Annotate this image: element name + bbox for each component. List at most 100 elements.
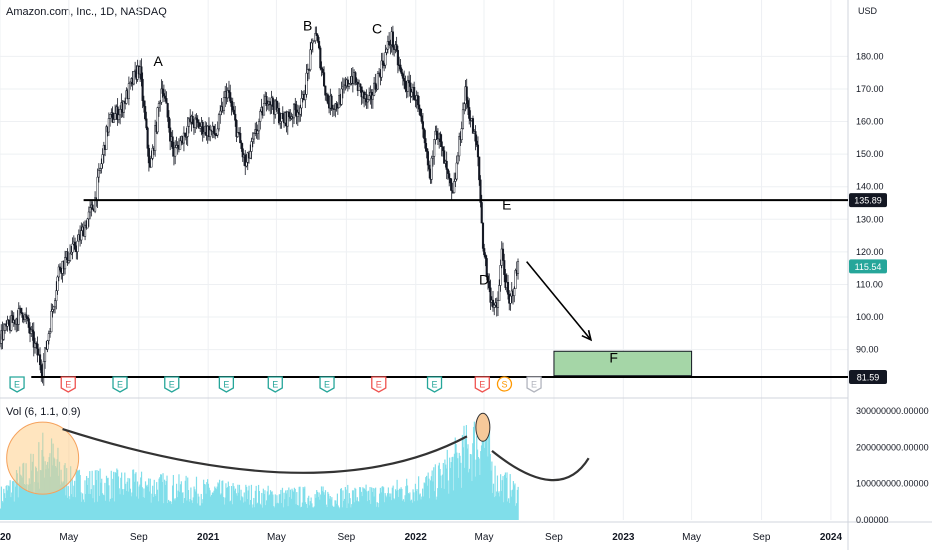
candle-body (156, 107, 159, 133)
candle-body (33, 343, 37, 348)
volume-bar (409, 492, 411, 520)
volume-bar (195, 476, 198, 520)
volume-bar (424, 483, 426, 520)
volume-bar (279, 494, 281, 520)
volume-bar (280, 489, 282, 520)
volume-bar (421, 496, 423, 520)
candle-body (162, 93, 165, 97)
volume-bar (425, 475, 428, 520)
volume-bar (444, 459, 446, 520)
volume-bar (78, 469, 81, 520)
candle-body (410, 91, 413, 97)
volume-bar (495, 496, 497, 520)
earnings-marker[interactable]: E (164, 376, 180, 393)
candle-body (335, 103, 338, 109)
volume-bar (132, 469, 134, 520)
volume-bar (398, 488, 401, 520)
volume-bar (142, 497, 144, 520)
wave-label-d: D (479, 271, 489, 287)
volume-bar (121, 472, 123, 520)
earnings-marker[interactable]: E (474, 376, 490, 393)
volume-bar (89, 494, 92, 520)
volume-bar (98, 495, 100, 520)
candle-body (409, 82, 412, 97)
candle-body (76, 240, 79, 252)
volume-bar (388, 493, 390, 520)
volume-bar (170, 501, 172, 520)
earnings-marker[interactable]: E (319, 376, 335, 393)
volume-bar (43, 477, 45, 520)
volume-bar (36, 471, 38, 520)
volume-bar (14, 479, 16, 520)
volume-bar (362, 487, 364, 520)
candle-body (455, 162, 458, 180)
volume-bar (281, 487, 284, 520)
volume-bar (401, 488, 403, 520)
volume-bar (299, 486, 301, 520)
candle-body (486, 275, 490, 282)
volume-bar (390, 493, 392, 520)
earnings-marker[interactable]: E (371, 376, 387, 393)
candle-body (275, 100, 278, 111)
price-tick-label: 120.00 (856, 247, 884, 257)
volume-bar (264, 490, 266, 520)
candle-body (516, 261, 520, 274)
candle-body (215, 134, 218, 137)
earnings-marker[interactable]: E (112, 376, 128, 393)
candle-body (71, 243, 74, 253)
volume-bar (232, 483, 234, 520)
price-tick-label: 90.00 (856, 345, 879, 355)
earnings-marker[interactable]: E (60, 376, 76, 393)
volume-bar (107, 477, 109, 520)
volume-bar (304, 502, 307, 520)
earnings-marker[interactable]: E (9, 376, 25, 393)
earnings-marker[interactable]: E (218, 376, 235, 393)
wave-label-c: C (372, 21, 382, 37)
candle-body (341, 86, 344, 90)
earnings-marker[interactable]: E (526, 376, 542, 393)
volume-bar (414, 501, 416, 520)
candle-body (423, 128, 426, 139)
volume-bar (214, 486, 216, 520)
volume-bar (369, 487, 371, 520)
volume-bar (137, 498, 139, 520)
volume-bar (163, 503, 165, 520)
volume-bar (206, 482, 208, 520)
volume-bar (394, 489, 397, 520)
dividend-marker[interactable]: S (496, 376, 513, 392)
candle-body (36, 343, 39, 356)
volume-bar (81, 501, 83, 520)
volume-bar (462, 447, 464, 520)
volume-bar (222, 480, 224, 520)
volume-bar (286, 490, 288, 520)
volume-bar (72, 496, 74, 520)
volume-bar (332, 506, 335, 520)
volume-bar (453, 453, 456, 520)
candle-body (374, 82, 377, 90)
volume-bar (310, 497, 312, 520)
volume-bar (394, 499, 396, 520)
earnings-marker[interactable]: E (426, 376, 443, 393)
volume-bar (408, 494, 410, 520)
candle-body (428, 164, 431, 170)
volume-bar (410, 500, 412, 520)
volume-bar (3, 493, 6, 520)
candle-body (430, 157, 433, 180)
volume-bar (0, 508, 2, 520)
volume-bar (300, 506, 303, 520)
event-marker-label: E (65, 380, 71, 390)
time-tick-label: Sep (753, 532, 771, 543)
candle-body (448, 173, 451, 179)
volume-bar (433, 491, 436, 520)
volume-bar (218, 483, 220, 520)
volume-bar (489, 453, 491, 520)
wave-label-f: F (609, 350, 618, 366)
volume-bar (253, 497, 255, 520)
volume-bar (151, 493, 153, 520)
volume-bar (445, 468, 448, 520)
earnings-marker[interactable]: E (267, 376, 283, 393)
candle-body (169, 127, 172, 142)
volume-bar (452, 456, 454, 520)
